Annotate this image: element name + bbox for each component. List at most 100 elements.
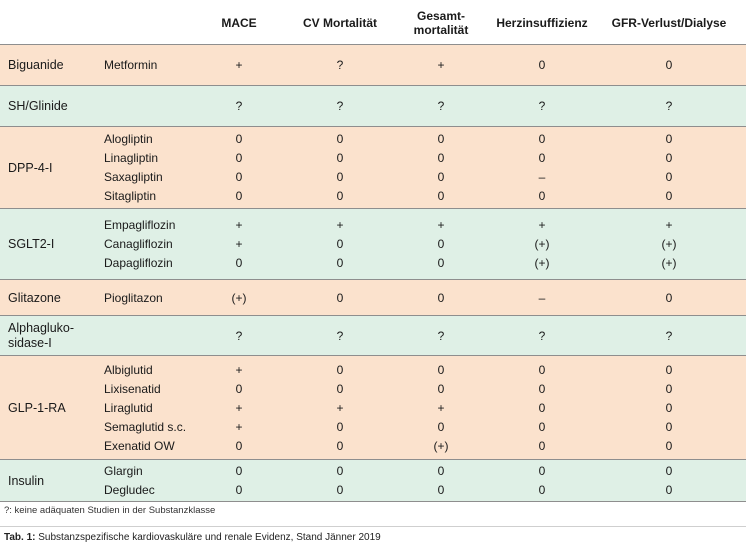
substance-name: Lixisenatid [104,382,161,396]
class-label: GLP-1-RA [8,401,66,415]
evidence-value: 0 [538,382,546,396]
evidence-value: 0 [437,189,445,203]
evidence-value: 0 [437,420,445,434]
class-label: Insulin [8,474,45,488]
evidence-value: 0 [336,170,344,184]
evidence-value: + [665,218,673,232]
evidence-value: + [235,218,243,232]
evidence-value: 0 [437,256,445,270]
evidence-value: ? [538,329,546,343]
evidence-value: 0 [665,382,673,396]
table-header: MACE CV Mortalität Gesamt- mortalität He… [0,0,746,44]
evidence-value: 0 [538,483,546,497]
evidence-value: ? [665,99,673,113]
evidence-value: 0 [437,132,445,146]
table-caption: Tab. 1: Substanzspezifische kardiovaskul… [4,532,381,543]
substance-name: Sitagliptin [104,189,157,203]
substance-name: Empagliflozin [104,218,176,232]
class-label: Biguanide [8,58,64,72]
substance-name: Linagliptin [104,151,159,165]
evidence-value: + [336,218,344,232]
evidence-value: + [437,401,445,415]
evidence-value: + [437,58,445,72]
evidence-value: 0 [665,291,673,305]
caption-label: Tab. 1: [4,532,36,543]
substance-name: Saxagliptin [104,170,163,184]
evidence-value: (+) [661,256,677,270]
substance-name: Exenatid OW [104,439,175,453]
group-row-6: GLP-1-RA Albiglutid +0 0 0 0 Lixisenatid 0 0 0 0 0 L… [0,355,746,459]
evidence-value: + [538,218,546,232]
evidence-value: 0 [336,439,344,453]
header-mace: MACE [221,16,257,30]
class-label: DPP-4-I [8,161,53,175]
group-row-3: SGLT2-I Empagliflozin + + + + + Canagliflozin +0… [0,208,746,279]
class-label: Alphagluko- [8,321,75,335]
evidence-value: 0 [437,483,445,497]
evidence-value: 0 [665,151,673,165]
evidence-value: ? [336,329,344,343]
evidence-value: 0 [235,439,243,453]
evidence-value: + [437,218,445,232]
group-row-5: Alphagluko-sidase-I????? [0,315,746,355]
evidence-value: 0 [336,363,344,377]
evidence-value: 0 [665,363,673,377]
evidence-value: 0 [336,382,344,396]
evidence-value: + [235,58,243,72]
evidence-value: ? [235,329,243,343]
evidence-value: 0 [336,132,344,146]
evidence-value: 0 [336,256,344,270]
evidence-value: 0 [235,483,243,497]
evidence-value: + [336,401,344,415]
evidence-value: 0 [538,58,546,72]
evidence-value: + [235,420,243,434]
evidence-value: 0 [336,291,344,305]
substance-name: Liraglutid [104,401,153,415]
substance-name: Dapagliflozin [104,256,173,270]
evidence-value: 0 [336,237,344,251]
evidence-value: ? [235,99,243,113]
evidence-value: – [538,291,546,305]
header-gfr-loss: GFR-Verlust/Dialyse [611,16,727,30]
evidence-value: ? [538,99,546,113]
evidence-value: (+) [661,237,677,251]
evidence-value: 0 [437,464,445,478]
class-label: SH/Glinide [8,99,68,113]
evidence-value: 0 [336,189,344,203]
evidence-value: 0 [336,420,344,434]
evidence-value: 0 [437,151,445,165]
evidence-value: 0 [235,170,243,184]
evidence-value: 0 [437,170,445,184]
evidence-value: 0 [437,237,445,251]
evidence-value: ? [336,58,344,72]
substance-name: Canagliflozin [104,237,173,251]
evidence-value: 0 [437,291,445,305]
evidence-value: ? [665,329,673,343]
evidence-value: 0 [538,420,546,434]
substance-name: Glargin [104,464,143,478]
evidence-value: – [538,170,546,184]
substance-name: Alogliptin [104,132,153,146]
evidence-value: 0 [665,420,673,434]
substance-name: Degludec [104,483,155,497]
class-label: SGLT2-I [8,237,55,251]
evidence-value: 0 [538,401,546,415]
substance-name: Pioglitazon [104,291,163,305]
substance-name: Metformin [104,58,158,72]
header-heart-failure: Herzinsuffizienz [496,16,588,30]
evidence-value: 0 [538,439,546,453]
evidence-value: 0 [235,151,243,165]
header-cv-mortality: CV Mortalität [302,16,377,30]
evidence-value: + [235,237,243,251]
table-bottom-rule [0,501,746,502]
evidence-value: (+) [433,439,449,453]
evidence-value: 0 [665,189,673,203]
evidence-value: 0 [665,58,673,72]
class-label: Glitazone [8,291,61,305]
class-label: sidase-I [8,336,52,350]
caption-text: Substanzspezifische kardiovaskuläre und … [35,532,381,543]
evidence-value: 0 [665,464,673,478]
header-total-mortality: Gesamt- mortalität [413,9,469,37]
evidence-value: 0 [538,132,546,146]
evidence-value: 0 [665,401,673,415]
